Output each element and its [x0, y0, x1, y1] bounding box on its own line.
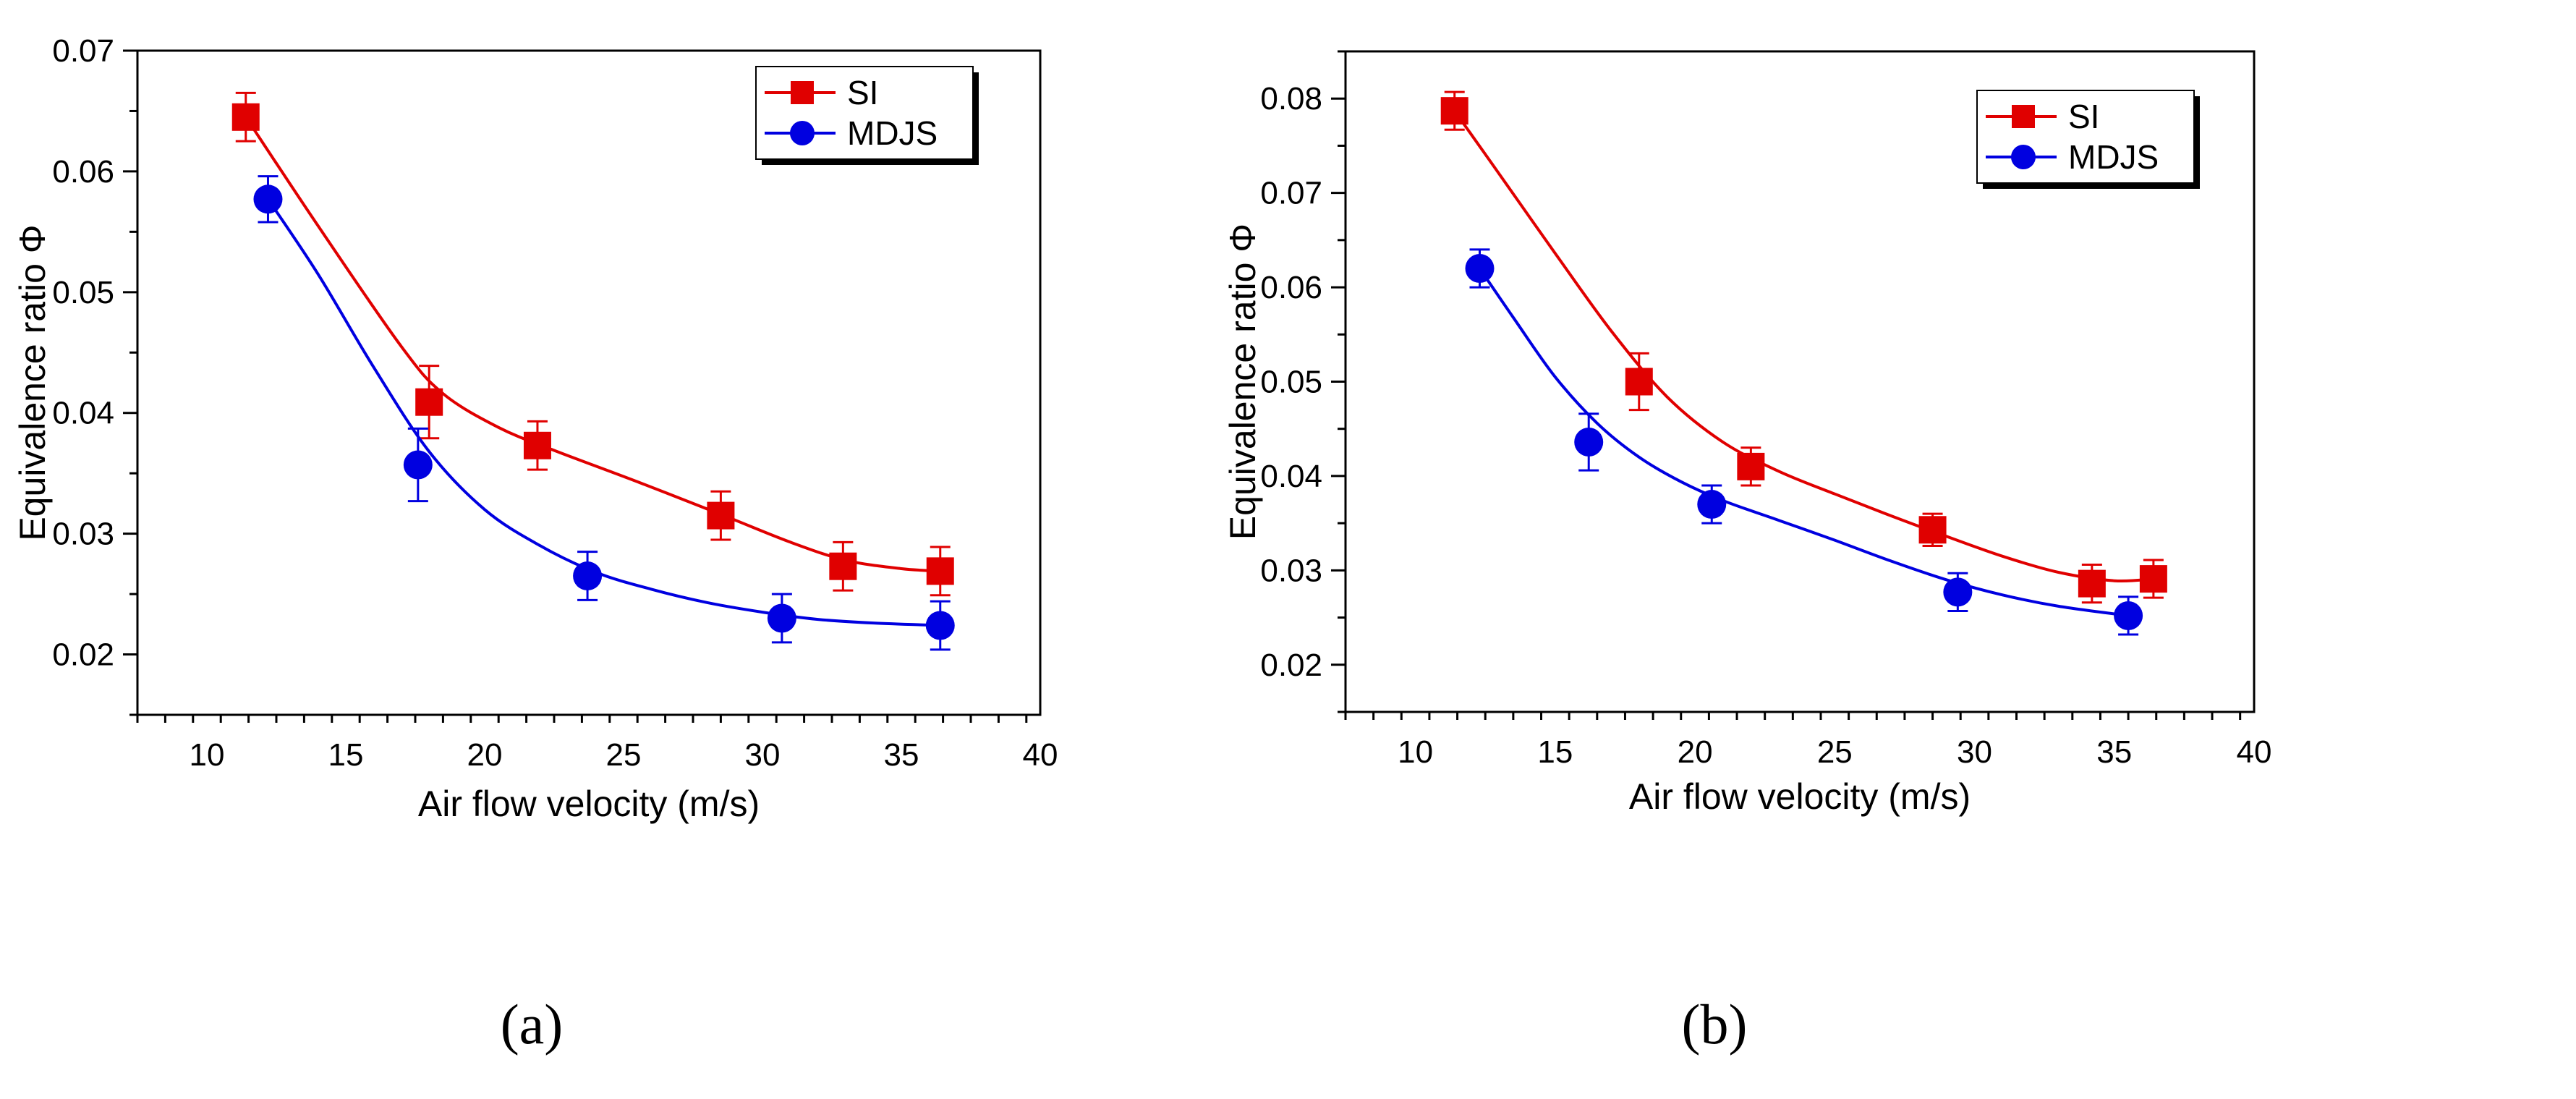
y-tick-label: 0.08: [1260, 81, 1322, 116]
data-point: [573, 561, 603, 591]
data-point: [1440, 97, 1468, 125]
x-tick-label: 20: [1678, 734, 1713, 770]
data-point: [403, 450, 433, 480]
x-tick-label: 15: [1537, 734, 1573, 770]
y-tick-label: 0.03: [52, 517, 114, 552]
legend-label: MDJS: [847, 114, 938, 152]
data-point: [925, 611, 955, 640]
data-point: [707, 501, 735, 530]
data-point: [767, 603, 796, 633]
data-point: [2078, 569, 2106, 598]
x-tick-label: 35: [884, 737, 919, 773]
legend-marker: [791, 81, 814, 104]
data-point: [1697, 490, 1727, 519]
data-point: [2139, 565, 2167, 593]
series-si: [231, 91, 954, 597]
data-point: [1943, 577, 1973, 607]
panel-label: (a): [501, 993, 564, 1056]
legend-label: SI: [847, 74, 878, 111]
legend-label: SI: [2068, 98, 2099, 135]
y-axis-title: Equivalence ratio Φ: [1223, 224, 1263, 540]
x-tick-label: 40: [2237, 734, 2272, 770]
y-tick-label: 0.07: [1260, 176, 1322, 211]
y-tick-label: 0.03: [1260, 553, 1322, 588]
x-tick-label: 15: [328, 737, 364, 773]
x-tick-label: 10: [190, 737, 225, 773]
data-point: [523, 431, 551, 459]
chart-a: 10 15 20 25 30 35 40 0.02 0.03 0.04 0.05 0.06 0.07 Ai…: [12, 33, 1058, 1056]
x-axis-title: Air flow velocity (m/s): [1629, 776, 1971, 817]
y-tick-label: 0.05: [52, 275, 114, 310]
data-point: [231, 103, 260, 131]
legend-marker: [2011, 145, 2036, 169]
legend-marker: [790, 121, 815, 145]
x-tick-label: 30: [1957, 734, 1992, 770]
fit-curve: [245, 116, 940, 573]
y-tick-label: 0.04: [1260, 459, 1322, 494]
data-point: [926, 557, 954, 585]
x-tick-label: 25: [606, 737, 642, 773]
data-point: [415, 388, 443, 416]
x-tick-label: 20: [467, 737, 503, 773]
x-tick-label: 30: [745, 737, 781, 773]
y-tick-label: 0.02: [52, 637, 114, 673]
data-point: [1737, 452, 1765, 480]
x-tick-label: 35: [2096, 734, 2132, 770]
y-tick-label: 0.02: [1260, 648, 1322, 683]
series-mdjs: [253, 175, 955, 651]
data-point: [1918, 516, 1947, 544]
y-axis-title: Equivalence ratio Φ: [12, 224, 53, 540]
fit-curve: [266, 198, 940, 627]
fit-curve: [1453, 110, 2154, 583]
legend-label: MDJS: [2068, 138, 2159, 176]
fit-curve: [1478, 267, 2129, 617]
y-tick-label: 0.04: [52, 396, 114, 431]
legend-marker: [2012, 105, 2035, 128]
data-point: [1574, 427, 1604, 457]
data-point: [1465, 253, 1495, 283]
chart-b: 10 15 20 25 30 35 40 0.02 0.03 0.04 0.05 0.06 0.07 0.…: [1223, 50, 2272, 1056]
y-tick-label: 0.06: [1260, 270, 1322, 305]
data-point: [1625, 368, 1653, 396]
series-mdjs: [1465, 248, 2143, 636]
x-axis-title: Air flow velocity (m/s): [418, 784, 760, 824]
x-tick-label: 10: [1398, 734, 1433, 770]
series-si: [1440, 90, 2167, 604]
data-point: [829, 552, 857, 580]
data-point: [253, 184, 283, 214]
x-tick-label: 40: [1023, 737, 1058, 773]
data-point: [2114, 601, 2143, 630]
plot-frame: [136, 49, 1042, 716]
y-tick-label: 0.07: [52, 33, 114, 69]
y-tick-label: 0.06: [52, 154, 114, 190]
y-tick-label: 0.05: [1260, 365, 1322, 400]
x-tick-label: 25: [1817, 734, 1853, 770]
panel-label: (b): [1682, 993, 1748, 1056]
